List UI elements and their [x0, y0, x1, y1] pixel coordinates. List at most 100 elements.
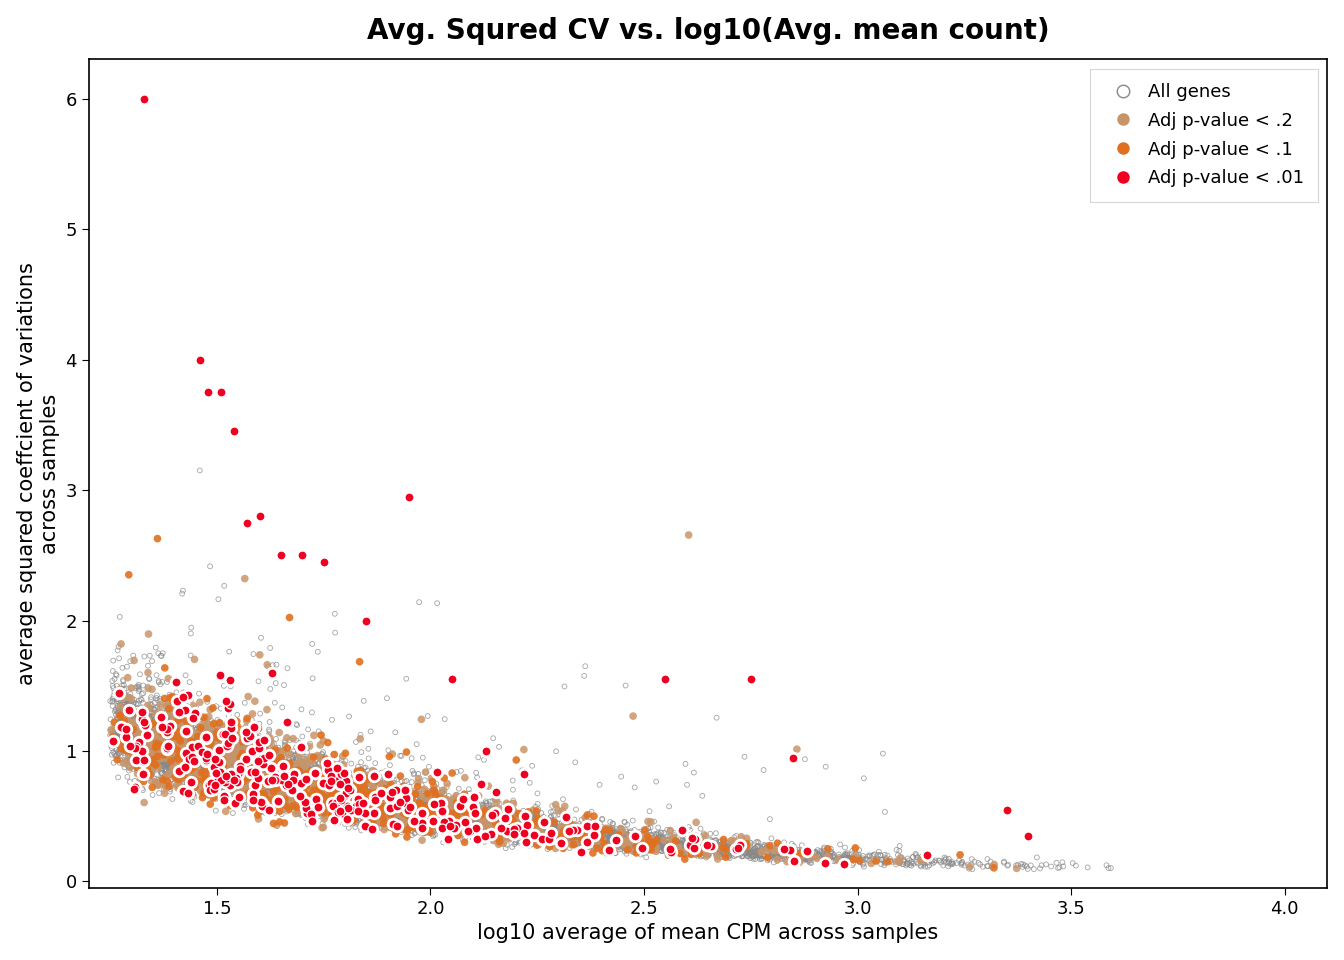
Point [263, 769, 285, 784]
Point [309, 803, 331, 818]
Point [129, 737, 151, 753]
Point [206, 777, 227, 792]
Point [179, 763, 200, 779]
Point [204, 742, 226, 757]
Point [445, 803, 466, 818]
Point [254, 749, 276, 764]
Point [194, 720, 215, 735]
Point [108, 732, 129, 748]
Point [246, 748, 267, 763]
Point [539, 831, 560, 847]
Point [833, 856, 855, 872]
Point [433, 824, 454, 839]
Point [352, 787, 374, 803]
Point [481, 820, 503, 835]
Point [707, 852, 728, 867]
Point [441, 806, 462, 822]
Point [800, 852, 821, 868]
Point [676, 839, 698, 854]
Point [220, 790, 242, 805]
Point [450, 819, 472, 834]
Point [122, 725, 144, 740]
Point [575, 835, 597, 851]
Point [536, 823, 558, 838]
Point [465, 811, 487, 827]
Point [110, 741, 132, 756]
Point [714, 849, 735, 864]
Point [669, 846, 691, 861]
Point [288, 780, 309, 796]
Point [337, 788, 359, 804]
Point [239, 758, 261, 774]
Point [255, 741, 277, 756]
Point [516, 827, 538, 842]
Point [482, 731, 504, 746]
Point [253, 750, 274, 765]
Point [328, 795, 349, 810]
Point [405, 786, 426, 802]
Point [421, 817, 442, 832]
Point [190, 741, 211, 756]
Point [313, 811, 335, 827]
Point [228, 772, 250, 787]
Point [523, 828, 544, 843]
Point [231, 741, 253, 756]
Point [392, 796, 414, 811]
Point [285, 772, 306, 787]
Point [215, 756, 237, 772]
Point [747, 834, 769, 850]
Point [284, 791, 305, 806]
Point [422, 828, 444, 844]
Point [195, 740, 216, 756]
Point [300, 781, 321, 797]
Point [489, 820, 511, 835]
Point [624, 828, 645, 844]
Point [351, 793, 372, 808]
Point [489, 796, 511, 811]
Point [310, 760, 332, 776]
Point [649, 834, 671, 850]
Point [133, 753, 155, 768]
Point [509, 828, 531, 844]
Point [277, 768, 298, 783]
Point [532, 831, 554, 847]
Point [382, 821, 403, 836]
Point [414, 818, 435, 833]
Point [276, 796, 297, 811]
Point [398, 800, 419, 815]
Point [114, 739, 136, 755]
Point [715, 842, 737, 857]
Point [477, 809, 499, 825]
Point [270, 786, 292, 802]
Point [270, 793, 292, 808]
Point [390, 796, 411, 811]
Point [175, 781, 196, 797]
Point [149, 732, 171, 748]
Point [387, 810, 409, 826]
Point [265, 767, 286, 782]
Point [328, 798, 349, 813]
Point [390, 768, 411, 783]
Point [521, 758, 543, 774]
Point [216, 775, 238, 790]
Point [448, 803, 469, 818]
Point [138, 721, 160, 736]
Point [220, 714, 242, 730]
Point [309, 793, 331, 808]
Point [224, 774, 246, 789]
Point [329, 794, 351, 809]
Point [191, 771, 212, 786]
Point [820, 844, 841, 859]
Point [126, 710, 148, 726]
Point [737, 843, 758, 858]
Point [453, 810, 474, 826]
Point [640, 834, 661, 850]
Point [323, 784, 344, 800]
Point [141, 733, 163, 749]
Point [427, 816, 449, 831]
Point [267, 772, 289, 787]
Point [573, 826, 594, 841]
Point [242, 788, 263, 804]
Point [187, 751, 208, 766]
Point [465, 795, 487, 810]
